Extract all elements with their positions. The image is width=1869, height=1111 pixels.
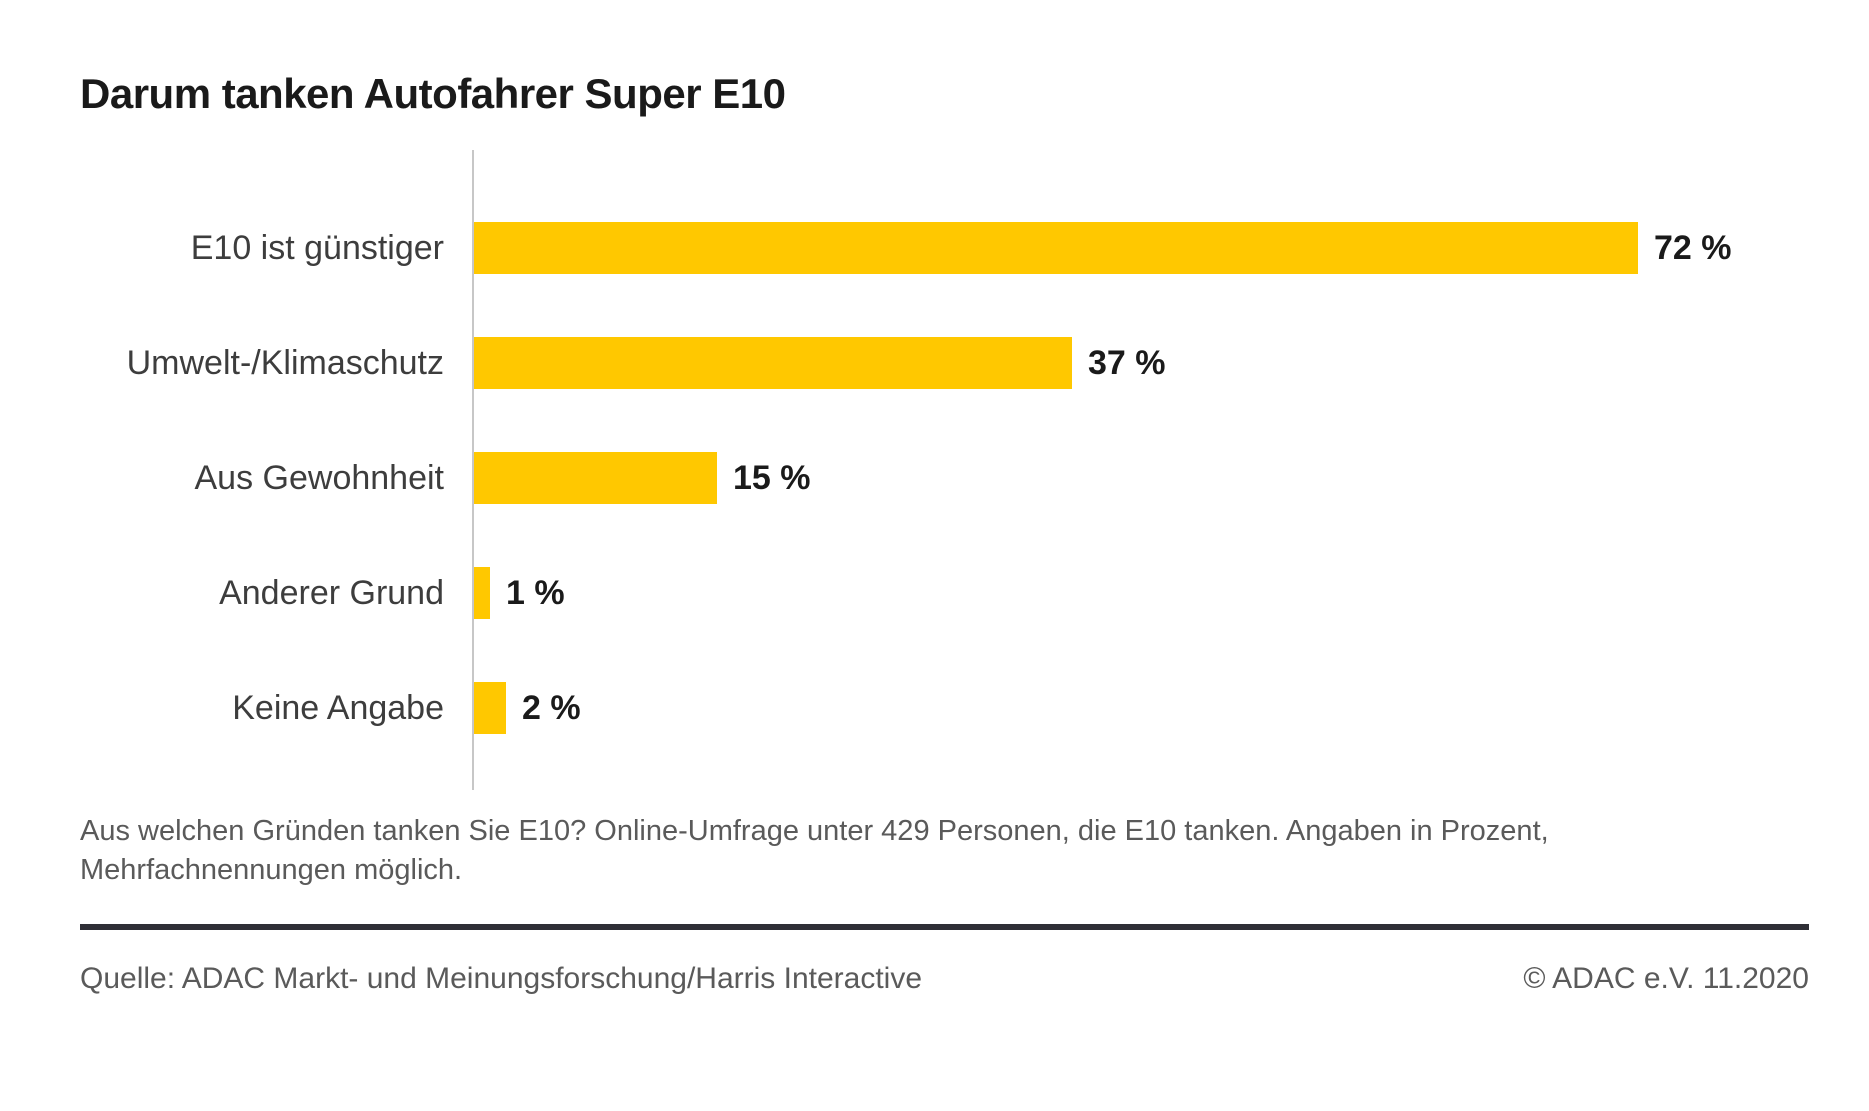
value-label: 72 % [1654,229,1732,267]
page-title: Darum tanken Autofahrer Super E10 [80,70,786,117]
chart-row: Anderer Grund 1 % [0,567,1869,619]
value-label: 1 % [506,574,565,612]
axis-line [472,150,474,790]
bar [474,222,1638,274]
footnote: Aus welchen Gründen tanken Sie E10? Onli… [80,815,1549,887]
bar [474,567,490,619]
category-label: Anderer Grund [219,574,444,612]
divider [80,924,1809,930]
chart-row: Aus Gewohnheit 15 % [0,452,1869,504]
category-label: Umwelt-/Klimaschutz [126,344,444,382]
value-label: 37 % [1088,344,1166,382]
copyright-text: © ADAC e.V. 11.2020 [1523,962,1809,995]
category-label: Aus Gewohnheit [194,459,445,497]
chart-row: Umwelt-/Klimaschutz 37 % [0,337,1869,389]
bar [474,452,717,504]
value-label: 15 % [733,459,811,497]
bar-chart: E10 ist günstiger 72 % Umwelt-/Klimaschutz… [0,150,1869,790]
category-label: E10 ist günstiger [190,229,444,267]
source-text: Quelle: ADAC Markt- und Meinungsforschun… [80,962,923,995]
bar [474,682,506,734]
category-label: Keine Angabe [232,689,444,727]
bar [474,337,1072,389]
chart-row: E10 ist günstiger 72 % [0,222,1869,274]
value-label: 2 % [522,689,581,727]
chart-row: Keine Angabe 2 % [0,682,1869,734]
footer: Quelle: ADAC Markt- und Meinungsforschun… [80,962,1809,996]
